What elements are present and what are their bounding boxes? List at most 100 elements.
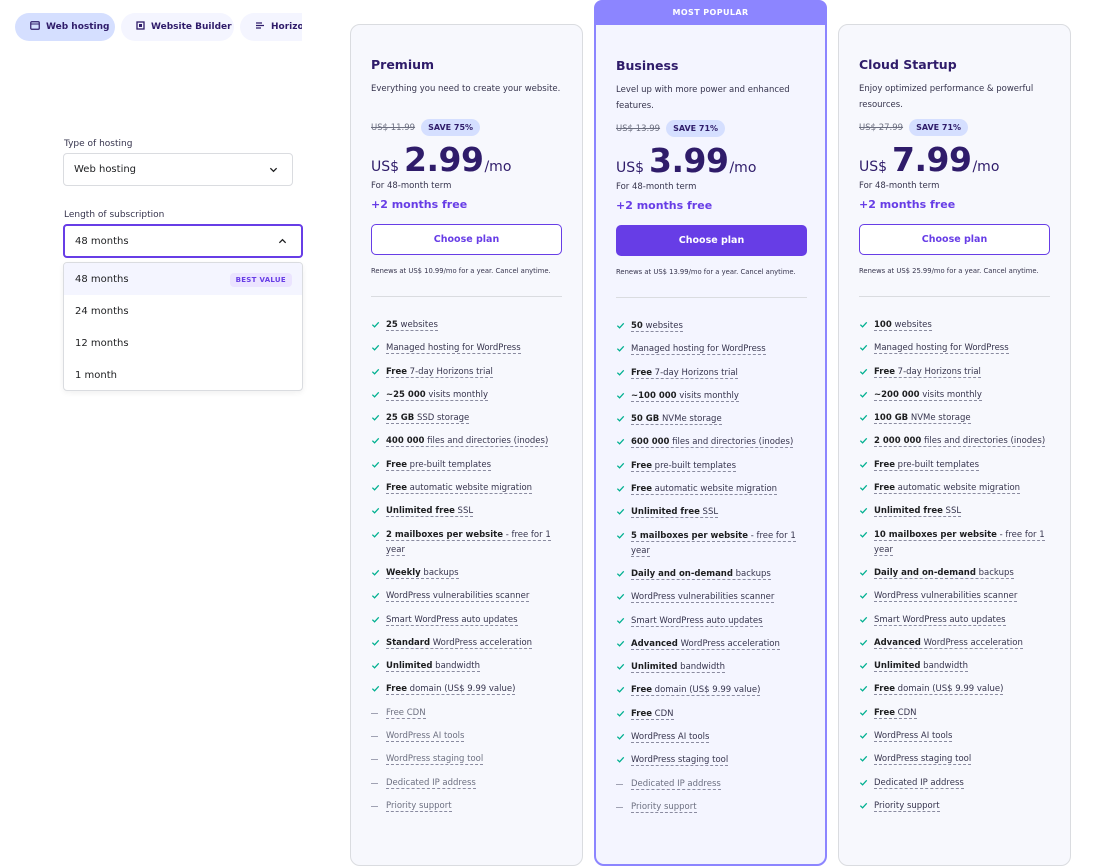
most-popular-badge: MOST POPULAR: [594, 0, 827, 25]
subscription-option-48[interactable]: 48 months BEST VALUE: [64, 263, 302, 295]
feature-detail: automatic website migration: [406, 483, 533, 494]
subscription-option-1[interactable]: 1 month: [64, 359, 302, 390]
check-icon: [859, 616, 868, 623]
feature-highlight: Standard: [386, 637, 431, 648]
check-icon: [371, 616, 380, 623]
feature-text: 600 000 files and directories (inodes): [631, 437, 794, 449]
feature-item: WordPress staging tool: [616, 753, 805, 768]
feature-text: Free automatic website migration: [874, 483, 1021, 495]
feature-text: 100 GB NVMe storage: [874, 413, 971, 425]
feature-highlight: Free: [386, 684, 407, 695]
feature-detail: backups: [975, 567, 1014, 578]
unavailable-dash: [371, 759, 378, 761]
feature-text: Unlimited bandwidth: [386, 661, 480, 673]
feature-highlight: 2 000 000: [874, 436, 922, 447]
feature-text: Unlimited free SSL: [631, 507, 719, 519]
feature-text: WordPress staging tool: [386, 754, 484, 766]
feature-detail: Priority support: [386, 800, 452, 811]
tab-horizons[interactable]: Horizons: [240, 13, 302, 41]
feature-detail: WordPress vulnerabilities scanner: [631, 592, 775, 603]
feature-highlight: 5 mailboxes per website: [631, 530, 748, 541]
feature-detail: WordPress AI tools: [386, 731, 465, 742]
check-icon: [616, 757, 625, 764]
feature-highlight: Daily and on-demand: [874, 567, 976, 578]
check-icon: [616, 733, 625, 740]
feature-text: 5 mailboxes per website - free for 1 yea…: [631, 530, 796, 557]
check-icon: [371, 461, 380, 468]
feature-detail: Priority support: [631, 801, 697, 812]
feature-item: 2 mailboxes per website - free for 1 yea…: [371, 528, 562, 558]
plan-card-premium: Premium Everything you need to create you…: [350, 24, 583, 866]
feature-highlight: Free: [631, 708, 652, 719]
feature-detail: bandwidth: [920, 661, 968, 672]
feature-detail: visits monthly: [425, 389, 488, 400]
feature-detail: 7-day Horizons trial: [894, 366, 981, 377]
hosting-icon: [30, 21, 40, 33]
feature-detail: WordPress AI tools: [631, 732, 710, 743]
feature-text: 10 mailboxes per website - free for 1 ye…: [874, 529, 1045, 556]
choose-plan-button[interactable]: Choose plan: [616, 225, 807, 256]
feature-text: WordPress AI tools: [386, 731, 465, 743]
price-amount: 7.99: [892, 140, 972, 179]
subscription-option-24[interactable]: 24 months: [64, 295, 302, 327]
feature-item: ~25 000 visits monthly: [371, 388, 562, 403]
feature-highlight: Advanced: [874, 637, 921, 648]
feature-highlight: Unlimited: [631, 662, 678, 673]
check-icon: [371, 639, 380, 646]
unavailable-dash: [616, 783, 623, 785]
hosting-type-select[interactable]: Web hosting: [63, 153, 293, 186]
feature-highlight: Unlimited: [386, 661, 433, 672]
feature-detail: visits monthly: [919, 389, 982, 400]
feature-item: WordPress AI tools: [371, 729, 562, 744]
feature-highlight: Free: [874, 459, 895, 470]
feature-text: WordPress staging tool: [631, 755, 729, 767]
feature-text: Free CDN: [631, 708, 674, 720]
check-icon: [859, 531, 868, 538]
feature-detail: Managed hosting for WordPress: [386, 343, 521, 354]
term-text: For 48-month term: [859, 181, 940, 191]
check-icon: [616, 416, 625, 422]
feature-text: Weekly backups: [386, 567, 459, 579]
feature-highlight: 100: [874, 320, 892, 330]
subscription-select[interactable]: 48 months: [63, 224, 303, 258]
plan-description: Everything you need to create your websi…: [371, 84, 561, 94]
price: US$ 3.99/mo: [616, 141, 805, 180]
check-icon: [859, 569, 868, 576]
hosting-type-label: Type of hosting: [64, 139, 133, 149]
feature-detail: - free for 1 year: [386, 529, 551, 555]
check-icon: [371, 415, 380, 421]
feature-text: Unlimited bandwidth: [631, 662, 725, 674]
check-icon: [616, 346, 625, 353]
feature-text: 50 GB NVMe storage: [631, 414, 722, 426]
feature-detail: SSD storage: [414, 413, 470, 424]
feature-detail: 7-day Horizons trial: [651, 367, 738, 378]
feature-item: Unlimited free SSL: [859, 504, 1050, 519]
feature-text: Priority support: [386, 800, 452, 812]
feature-highlight: 25: [386, 320, 398, 330]
unavailable-dash: [371, 712, 378, 714]
feature-highlight: Advanced: [631, 638, 678, 649]
price: US$ 2.99/mo: [371, 140, 562, 179]
choose-plan-button[interactable]: Choose plan: [859, 224, 1050, 255]
tab-website-builder[interactable]: Website Builder: [121, 13, 234, 41]
feature-text: 2 000 000 files and directories (inodes): [874, 436, 1046, 448]
feature-item: Unlimited free SSL: [371, 504, 562, 519]
feature-item: 25 websites: [371, 318, 562, 333]
term-text: For 48-month term: [371, 181, 452, 191]
price-period: /mo: [729, 160, 757, 176]
check-icon: [371, 391, 380, 398]
feature-detail: WordPress staging tool: [386, 754, 484, 765]
plan-name: Cloud Startup: [859, 57, 957, 72]
feature-detail: WordPress staging tool: [874, 754, 972, 765]
subscription-option-12[interactable]: 12 months: [64, 327, 302, 359]
feature-list: 25 websites Managed hosting for WordPress…: [371, 318, 562, 814]
horizons-icon: [255, 21, 265, 33]
subscription-dropdown: 48 months BEST VALUE 24 months 12 months…: [63, 262, 303, 391]
tab-web-hosting[interactable]: Web hosting: [15, 13, 115, 41]
feature-text: Standard WordPress acceleration: [386, 637, 533, 649]
check-icon: [859, 484, 868, 491]
price-period: /mo: [972, 159, 1000, 175]
check-icon: [371, 508, 380, 515]
choose-plan-button[interactable]: Choose plan: [371, 224, 562, 255]
price-row: US$ 13.99 SAVE 71%: [616, 120, 805, 137]
